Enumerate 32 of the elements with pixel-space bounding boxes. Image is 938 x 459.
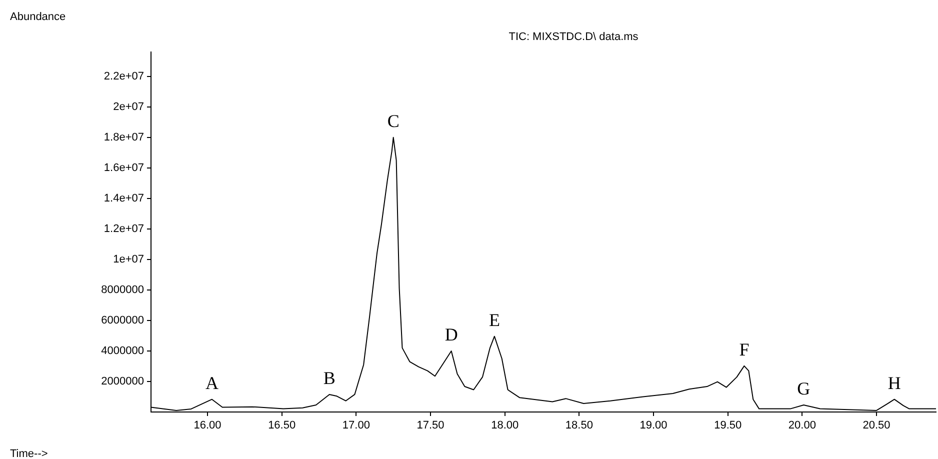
y-tick-label: 1e+07 (113, 253, 144, 266)
annotation: E (488, 310, 500, 330)
x-tick-label: 18.50 (565, 420, 593, 432)
y-tick-label: 4000000 (101, 345, 144, 358)
chart-title: TIC: MIXSTDC.D\ data.ms (508, 31, 639, 43)
annotation: F (739, 340, 750, 360)
annotation: A (205, 373, 218, 394)
x-tick-label: 20.00 (788, 420, 816, 432)
y-tick-label: 8000000 (101, 284, 144, 296)
annotation: C (387, 111, 400, 132)
y-tick-label: 1.6e+07 (104, 162, 144, 174)
y-tick-label: 1.4e+07 (104, 192, 144, 204)
annotation: B (323, 368, 336, 388)
x-tick-label: 17.50 (416, 420, 444, 432)
y-tick-label: 2e+07 (113, 100, 144, 113)
text: Time--> (10, 448, 48, 459)
annotation: G (797, 378, 810, 399)
y-axis-title: Abundance (10, 11, 66, 23)
y-tick-label: 1.2e+07 (104, 222, 144, 235)
y-tick-label: 1.8e+07 (104, 131, 144, 144)
x-tick-label: 19.50 (714, 420, 742, 432)
x-tick-label: 16.00 (194, 420, 222, 432)
x-tick-label: 20.50 (862, 420, 890, 432)
annotation: H (888, 373, 901, 394)
x-tick-label: 17.00 (342, 420, 370, 432)
x-tick-label: 19.00 (640, 420, 668, 432)
x-tick-label: 18.00 (491, 420, 519, 432)
annotation: D (444, 324, 458, 345)
y-tick-label: 2.2e+07 (104, 70, 144, 82)
y-tick-label: 2000000 (101, 376, 144, 388)
x-tick-label: 16.50 (268, 420, 296, 432)
y-tick-label: 6000000 (101, 314, 144, 327)
